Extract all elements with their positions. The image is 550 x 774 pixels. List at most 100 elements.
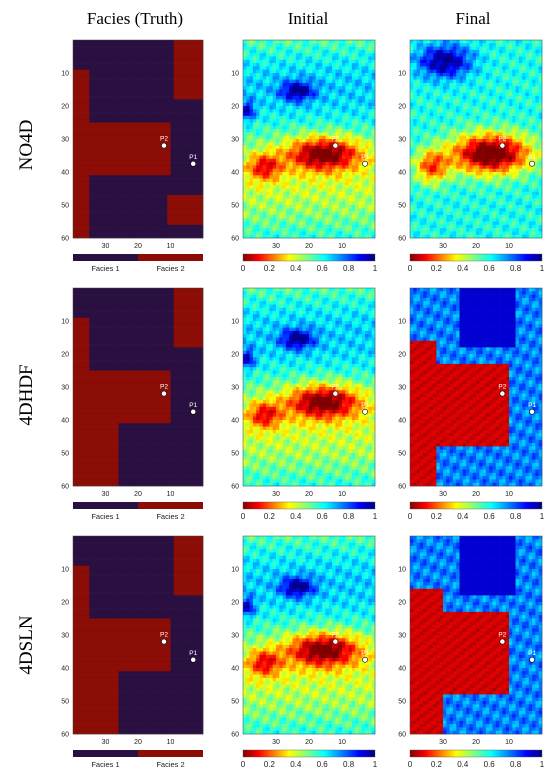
heatmap-cell — [302, 152, 306, 156]
heatmap-cell — [243, 102, 247, 107]
heatmap-cell — [138, 168, 142, 173]
heatmap-cell — [332, 201, 336, 206]
heatmap-cell — [249, 46, 254, 51]
heatmap-cell — [125, 218, 129, 222]
heatmap-cell — [282, 188, 287, 193]
heatmap-cell — [246, 201, 250, 206]
heatmap-cell — [154, 211, 158, 216]
heatmap-cell — [125, 228, 129, 232]
heatmap-cell — [173, 135, 178, 140]
heatmap-cell — [335, 172, 339, 176]
heatmap-cell — [318, 59, 323, 64]
heatmap-cell — [355, 96, 359, 100]
heatmap-cell — [282, 224, 287, 229]
heatmap-cell — [332, 224, 336, 229]
heatmap-cell — [196, 165, 201, 169]
heatmap-cell — [295, 224, 300, 229]
heatmap-cell — [312, 106, 316, 110]
heatmap-cell — [164, 132, 168, 136]
heatmap-cell — [144, 82, 149, 87]
heatmap-cell — [73, 40, 77, 44]
heatmap-cell — [131, 165, 136, 169]
y-tick-label: 60 — [231, 236, 239, 243]
heatmap-cell — [479, 40, 483, 44]
heatmap-cell — [309, 224, 313, 229]
heatmap-cell — [305, 168, 310, 173]
heatmap-cell — [348, 231, 353, 235]
heatmap-cell — [73, 198, 77, 202]
heatmap-cell — [154, 224, 158, 229]
heatmap-cell — [318, 145, 323, 150]
heatmap-cell — [262, 142, 267, 146]
heatmap-cell — [332, 165, 336, 169]
heatmap-cell — [121, 139, 126, 143]
heatmap-cell — [289, 211, 293, 216]
heatmap-cell — [259, 115, 264, 120]
heatmap-cell — [351, 175, 356, 179]
heatmap-cell — [439, 40, 444, 44]
heatmap-cell — [134, 73, 139, 77]
heatmap-cell — [183, 79, 188, 84]
heatmap-cell — [125, 165, 129, 169]
heatmap-cell — [348, 208, 353, 212]
heatmap-cell — [92, 224, 97, 229]
heatmap-cell — [246, 152, 250, 156]
heatmap-cell — [193, 218, 197, 222]
heatmap-cell — [173, 53, 178, 57]
heatmap-cell — [108, 208, 113, 212]
heatmap-cell — [105, 43, 110, 47]
heatmap-cell — [269, 63, 273, 67]
heatmap-cell — [79, 106, 84, 110]
heatmap-cell — [82, 49, 87, 54]
heatmap-cell — [299, 211, 303, 216]
heatmap-cell — [160, 119, 165, 123]
heatmap-cell — [305, 73, 310, 77]
heatmap-cell — [272, 214, 277, 219]
heatmap-cell — [282, 214, 287, 219]
heatmap-cell — [315, 198, 320, 202]
heatmap-cell — [196, 228, 201, 232]
heatmap-cell — [289, 56, 293, 61]
heatmap-cell — [276, 129, 280, 133]
heatmap-cell — [134, 175, 139, 179]
heatmap-cell — [272, 208, 277, 212]
heatmap-cell — [190, 132, 194, 136]
heatmap-cell — [315, 155, 320, 160]
heatmap-cell — [79, 92, 84, 97]
heatmap-cell — [295, 96, 300, 100]
heatmap-cell — [285, 198, 290, 202]
heatmap-cell — [157, 106, 162, 110]
heatmap-cell — [322, 211, 326, 216]
heatmap-cell — [102, 46, 106, 51]
heatmap-cell — [173, 69, 178, 74]
heatmap-cell — [295, 92, 300, 97]
heatmap-cell — [125, 119, 129, 123]
heatmap-cell — [76, 175, 80, 179]
heatmap-cell — [128, 139, 132, 143]
heatmap-cell — [368, 82, 372, 87]
heatmap-cell — [108, 89, 113, 94]
heatmap-cell — [345, 224, 349, 229]
heatmap-cell — [157, 115, 162, 120]
heatmap-cell — [282, 191, 287, 196]
heatmap-cell — [138, 66, 142, 70]
heatmap-cell — [170, 92, 175, 97]
heatmap-cell — [131, 66, 136, 70]
heatmap-cell — [82, 228, 87, 232]
heatmap-cell — [164, 201, 168, 206]
heatmap-cell — [125, 158, 129, 163]
heatmap-cell — [262, 73, 267, 77]
heatmap-cell — [79, 185, 84, 189]
heatmap-cell — [332, 139, 336, 143]
heatmap-cell — [272, 178, 277, 183]
heatmap-cell — [125, 145, 129, 150]
heatmap-cell — [309, 79, 313, 84]
heatmap-cell — [269, 59, 273, 64]
heatmap-cell — [335, 96, 339, 100]
heatmap-cell — [243, 188, 247, 193]
heatmap-cell — [252, 56, 257, 61]
heatmap-cell — [351, 112, 356, 117]
heatmap-cell — [322, 132, 326, 136]
heatmap-cell — [173, 86, 178, 90]
